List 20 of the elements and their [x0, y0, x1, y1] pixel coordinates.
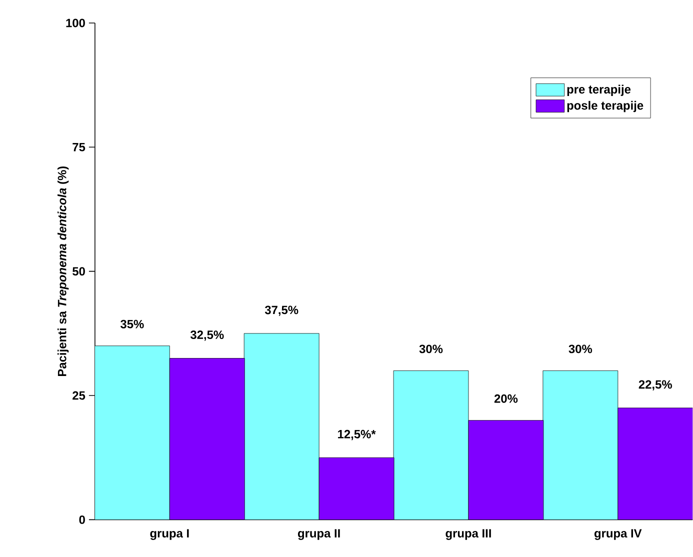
data-label: 35% — [120, 320, 144, 328]
data-label: 37,5% — [264, 306, 298, 316]
data-label: 22,5% — [638, 380, 672, 391]
data-label: 20% — [494, 394, 518, 403]
data-label: 30% — [419, 344, 443, 354]
x-tick-label: grupa IV — [594, 529, 642, 540]
data-label: 12,5%* — [338, 430, 376, 440]
y-tick-label: 25 — [72, 391, 86, 400]
data-label: 30% — [568, 344, 592, 354]
y-tick-label: 75 — [72, 143, 86, 152]
legend-label: pre terapije — [567, 84, 631, 96]
y-tick-label: 0 — [79, 516, 85, 524]
x-tick-label: grupa II — [298, 529, 340, 540]
y-tick-label: 50 — [72, 267, 85, 276]
x-tick-label: grupa III — [446, 529, 491, 540]
y-tick-label: 100 — [66, 18, 85, 28]
legend-label: posle terapije — [567, 101, 644, 112]
y-axis-title: Pacijenti sa Treponema denticola (%) — [58, 166, 69, 376]
data-label: 32,5% — [190, 330, 224, 341]
x-tick-label: grupa I — [150, 529, 189, 540]
